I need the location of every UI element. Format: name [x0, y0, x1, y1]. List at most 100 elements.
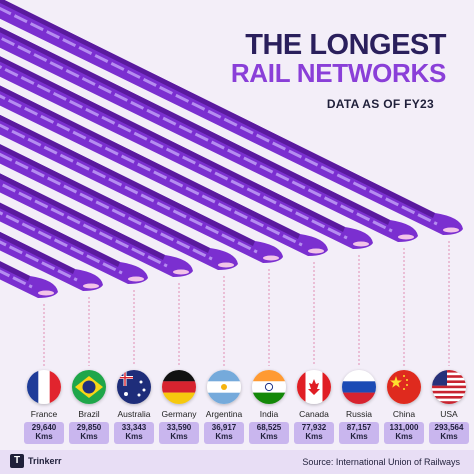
- germany-flag-icon: [162, 370, 196, 404]
- country-usa: USA 293,564 Kms: [427, 370, 471, 444]
- train-brazil: [0, 231, 103, 366]
- rail-length-unit: Kms: [395, 431, 413, 441]
- australia-flag-icon: [117, 370, 151, 404]
- rail-length-unit: Kms: [170, 431, 188, 441]
- canada-flag-icon: [297, 370, 331, 404]
- country-name: India: [259, 409, 279, 419]
- rail-length-unit: Kms: [125, 431, 143, 441]
- country-brazil: Brazil 29,850 Kms: [67, 370, 111, 444]
- rail-length-badge: 29,640 Kms: [24, 422, 64, 444]
- china-flag-icon: [387, 370, 421, 404]
- rail-length-unit: Kms: [80, 431, 98, 441]
- rail-length-value: 33,590: [166, 423, 192, 432]
- train-roof: [0, 85, 300, 239]
- country-france: France 29,640 Kms: [22, 370, 66, 444]
- rail-length-badge: 68,525 Kms: [249, 422, 289, 444]
- rail-length-badge: 36,917 Kms: [204, 422, 244, 444]
- train-roof: [0, 0, 435, 218]
- train-usa: [0, 0, 463, 366]
- train-nose-light: [398, 234, 414, 240]
- rail-length-unit: Kms: [350, 431, 368, 441]
- train-roof: [0, 144, 210, 253]
- rail-length-value: 87,157: [346, 423, 372, 432]
- rail-length-badge: 77,932 Kms: [294, 422, 334, 444]
- train-roof: [0, 114, 255, 246]
- train-windows: [0, 181, 168, 268]
- country-russia: Russia 87,157 Kms: [337, 370, 381, 444]
- country-germany: Germany 33,590 Kms: [157, 370, 201, 444]
- country-canada: Canada 77,932 Kms: [292, 370, 336, 444]
- chart-title: THE LONGEST RAIL NETWORKS: [230, 29, 447, 89]
- rail-length-badge: 131,000 Kms: [384, 422, 424, 444]
- source-note: Source: International Union of Railways: [302, 457, 460, 467]
- usa-flag-icon: [432, 370, 466, 404]
- train-windows: [0, 123, 258, 254]
- footer: T Trinkerr Source: International Union o…: [0, 450, 474, 474]
- rail-length-unit: Kms: [215, 431, 233, 441]
- train-china: [0, 27, 418, 366]
- train-nose-light: [83, 283, 99, 289]
- rail-length-value: 68,525: [256, 423, 282, 432]
- country-australia: Australia 33,343 Kms: [112, 370, 156, 444]
- train-nose-light: [263, 255, 279, 261]
- rail-length-value: 77,932: [301, 423, 327, 432]
- train-windows: [0, 36, 393, 233]
- train-argentina: [0, 144, 238, 366]
- france-flag-icon: [27, 370, 61, 404]
- india-flag-icon: [252, 370, 286, 404]
- train-australia: [0, 202, 148, 366]
- russia-flag-icon: [342, 370, 376, 404]
- train-germany: [0, 173, 193, 366]
- train-roof: [0, 56, 345, 232]
- country-name: China: [392, 409, 416, 419]
- rail-length-unit: Kms: [305, 431, 323, 441]
- train-nose-light: [353, 241, 369, 247]
- rail-length-value: 36,917: [211, 423, 237, 432]
- train-windows: [0, 152, 213, 261]
- train-russia: [0, 56, 373, 366]
- trinkerr-logo-icon: T: [10, 454, 24, 468]
- country-name: Germany: [161, 409, 197, 419]
- rail-length-badge: 293,564 Kms: [429, 422, 469, 444]
- rail-length-badge: 33,590 Kms: [159, 422, 199, 444]
- country-name: USA: [440, 409, 458, 419]
- country-name: Australia: [117, 409, 151, 419]
- train-windows: [0, 6, 438, 226]
- rail-length-unit: Kms: [35, 431, 53, 441]
- rail-length-badge: 87,157 Kms: [339, 422, 379, 444]
- rail-length-value: 131,000: [389, 423, 419, 432]
- train-india: [0, 114, 283, 366]
- rail-length-unit: Kms: [260, 431, 278, 441]
- country-name: Argentina: [205, 409, 243, 419]
- train-windows: [0, 94, 303, 247]
- brazil-flag-icon: [72, 370, 106, 404]
- country-china: China 131,000 Kms: [382, 370, 426, 444]
- rail-length-value: 29,640: [31, 423, 57, 432]
- train-roof: [0, 202, 120, 267]
- train-roof: [0, 27, 390, 225]
- train-nose-light: [38, 290, 54, 296]
- title-line-2: RAIL NETWORKS: [230, 58, 446, 89]
- train-nose-light: [218, 262, 234, 268]
- chart-subtitle: DATA AS OF FY23: [326, 97, 434, 111]
- train-roof: [0, 173, 165, 260]
- train-france: [0, 261, 58, 366]
- train-windows: [0, 65, 348, 240]
- country-name: France: [30, 409, 58, 419]
- rail-length-unit: Kms: [440, 431, 458, 441]
- rail-length-badge: 33,343 Kms: [114, 422, 154, 444]
- title-line-1: THE LONGEST: [245, 29, 446, 61]
- rail-length-badge: 29,850 Kms: [69, 422, 109, 444]
- rail-length-value: 33,343: [121, 423, 147, 432]
- country-argentina: Argentina 36,917 Kms: [202, 370, 246, 444]
- train-roof: [0, 261, 30, 281]
- argentina-flag-icon: [207, 370, 241, 404]
- train-nose-light: [173, 269, 189, 275]
- train-windows: [0, 211, 123, 275]
- country-labels: France 29,640 Kms Brazil 29,850 Kms Australia 3…: [22, 370, 474, 444]
- country-name: Brazil: [78, 409, 100, 419]
- train-nose-light: [443, 227, 459, 233]
- brand-logo: T Trinkerr: [10, 454, 62, 468]
- train-nose-light: [308, 248, 324, 254]
